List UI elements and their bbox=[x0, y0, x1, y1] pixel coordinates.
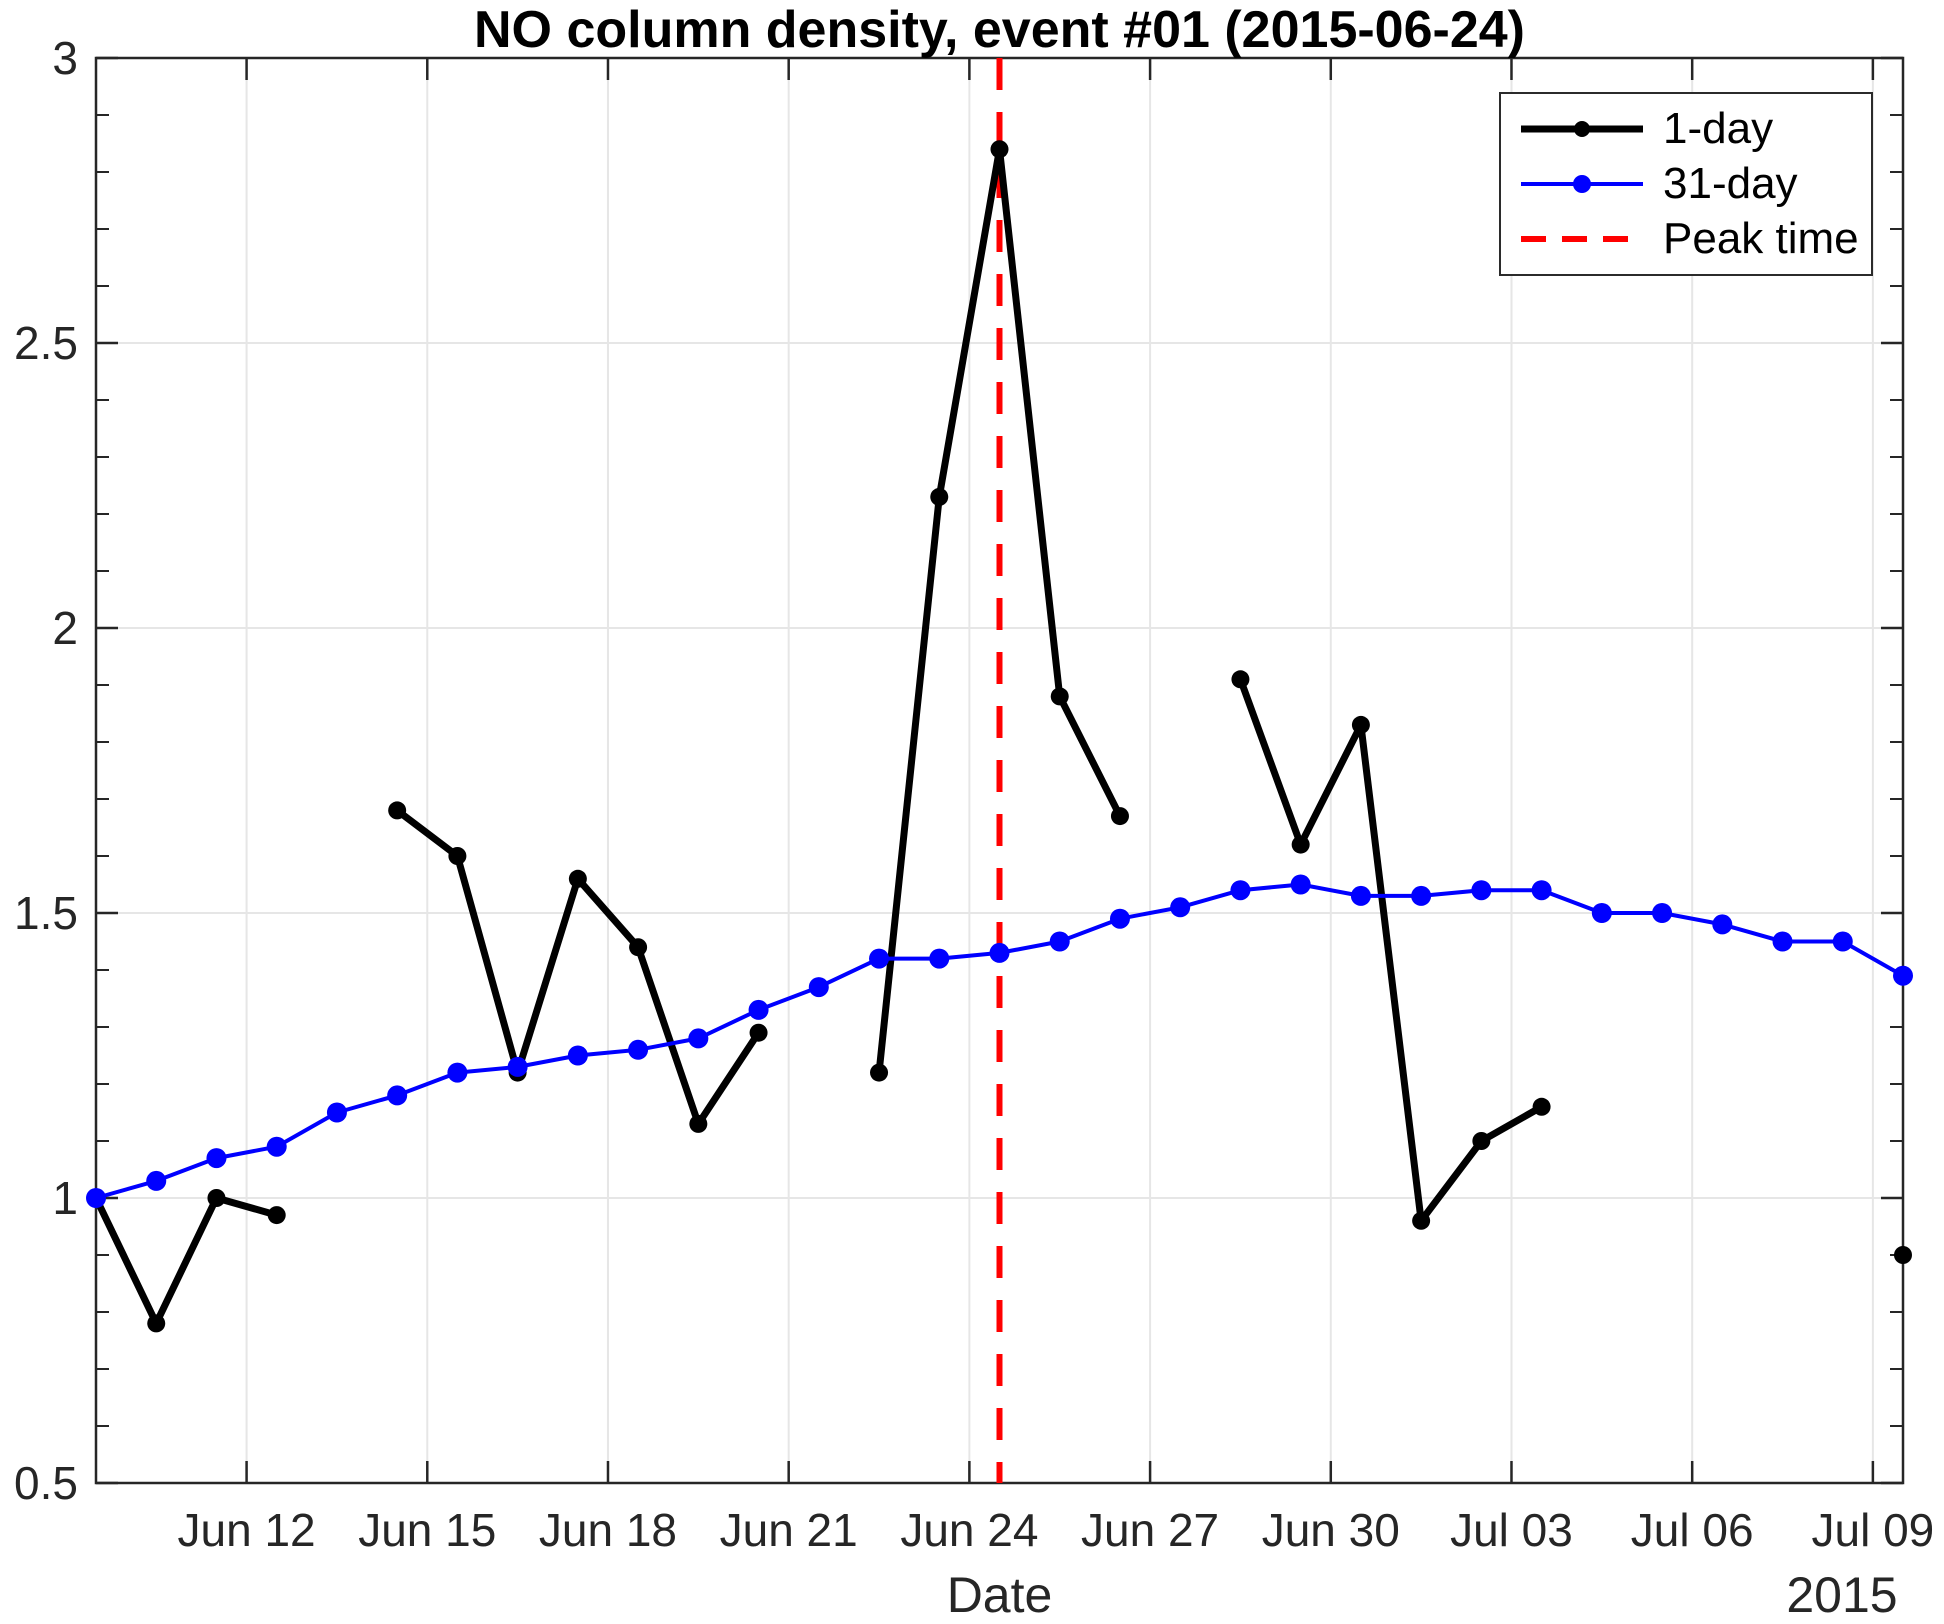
legend-sample-31-day-icon bbox=[1521, 174, 1643, 193]
legend-label-peak-time: Peak time bbox=[1663, 213, 1859, 263]
series-31-day-marker bbox=[1230, 880, 1251, 901]
series-31-day-marker bbox=[1531, 880, 1552, 901]
series-1-day-marker bbox=[629, 938, 648, 957]
series-31-day-marker bbox=[1471, 880, 1492, 901]
y-tick-label: 2 bbox=[52, 602, 78, 654]
series-31-day-marker bbox=[1290, 874, 1311, 895]
series-31-day-marker bbox=[447, 1062, 468, 1083]
series-31-day-marker bbox=[387, 1085, 408, 1106]
series-31-day-marker bbox=[1772, 931, 1793, 952]
legend-item-1-day: 1-day bbox=[1517, 104, 1871, 154]
legend-item-31-day: 31-day bbox=[1517, 159, 1871, 209]
series-1-day-marker bbox=[1412, 1211, 1431, 1230]
x-tick-label: Jun 21 bbox=[720, 1504, 858, 1556]
series-31-day-marker bbox=[688, 1028, 709, 1049]
legend-item-peak-time: Peak time bbox=[1517, 214, 1871, 264]
legend: 1-day 31-day Peak time bbox=[1499, 92, 1873, 276]
series-1-day-marker bbox=[1110, 807, 1129, 826]
series-1-day-line bbox=[1236, 675, 1546, 1225]
series-1-day-marker bbox=[990, 140, 1009, 159]
y-tick-label: 0.5 bbox=[14, 1457, 78, 1509]
x-tick-label: Jun 18 bbox=[539, 1504, 677, 1556]
y-tick-label: 3 bbox=[52, 32, 78, 84]
series-1-day-marker bbox=[448, 847, 467, 865]
series-31-day-marker bbox=[1411, 885, 1432, 906]
x-axis-label: Date bbox=[946, 1567, 1053, 1623]
series-31-day-marker bbox=[1712, 914, 1733, 935]
series-1-day-marker bbox=[1231, 670, 1250, 689]
chart-title: NO column density, event #01 (2015-06-24… bbox=[474, 1, 1525, 59]
x-tick-label: Jun 27 bbox=[1081, 1504, 1219, 1556]
series-31-day-marker bbox=[929, 948, 950, 969]
series-31-day-marker bbox=[808, 977, 829, 998]
series-31-day-marker bbox=[326, 1102, 347, 1123]
series-1-day-marker bbox=[930, 487, 949, 506]
x-tick-label: Jun 15 bbox=[358, 1504, 496, 1556]
series-31-day-marker bbox=[1893, 965, 1913, 986]
series-31-day-marker bbox=[567, 1045, 588, 1066]
x-tick-label: Jul 06 bbox=[1631, 1504, 1754, 1556]
legend-label-31-day: 31-day bbox=[1663, 158, 1798, 208]
series-31-day-marker bbox=[1109, 908, 1130, 929]
series-1-day-marker bbox=[388, 801, 407, 820]
series-1-day-marker bbox=[147, 1314, 166, 1333]
series-1-day-marker bbox=[1050, 687, 1069, 706]
series-1-day-marker bbox=[267, 1206, 286, 1225]
series-1-day-marker bbox=[749, 1023, 768, 1042]
x-axis-year-label: 2015 bbox=[1786, 1567, 1898, 1623]
x-tick-label: Jun 24 bbox=[900, 1504, 1038, 1556]
legend-sample-peak-time-icon bbox=[1521, 235, 1643, 242]
series-31-day-marker bbox=[266, 1136, 287, 1157]
series-31-day-marker bbox=[1652, 903, 1673, 923]
x-tick-label: Jul 09 bbox=[1812, 1504, 1935, 1556]
series-1-day-marker bbox=[1351, 715, 1370, 734]
y-tick-label: 1.5 bbox=[14, 887, 78, 939]
series-31-day-marker bbox=[86, 1188, 106, 1208]
legend-label-1-day: 1-day bbox=[1663, 104, 1774, 154]
series-31-day-marker bbox=[1049, 931, 1070, 952]
series-31-day-marker bbox=[1350, 885, 1371, 906]
x-tick-label: Jun 12 bbox=[178, 1504, 316, 1556]
series-31-day-marker bbox=[146, 1170, 167, 1191]
series-1-day-marker bbox=[1894, 1246, 1912, 1264]
series-1-day-marker bbox=[568, 869, 587, 888]
series-31-day-marker bbox=[869, 948, 890, 969]
series-1-day-marker bbox=[870, 1063, 889, 1082]
series-1-day-marker bbox=[689, 1114, 708, 1133]
series-1-day-marker bbox=[1291, 835, 1310, 854]
series-1-day-marker bbox=[1532, 1097, 1551, 1116]
series-1-day-marker bbox=[1472, 1132, 1491, 1150]
series-1-day-line bbox=[92, 1194, 281, 1327]
legend-sample-1-day-icon bbox=[1521, 121, 1643, 138]
series-31-day-marker bbox=[507, 1056, 528, 1077]
y-tick-label: 2.5 bbox=[14, 317, 78, 369]
series-31-day-marker bbox=[1832, 931, 1853, 952]
series-31-day-marker bbox=[1591, 903, 1612, 923]
series-31-day-marker bbox=[628, 1039, 649, 1060]
y-tick-label: 1 bbox=[52, 1172, 78, 1224]
series-31-day-marker bbox=[1170, 897, 1191, 918]
x-tick-label: Jul 03 bbox=[1450, 1504, 1573, 1556]
series-31-day-marker bbox=[206, 1148, 227, 1169]
x-tick-label: Jun 30 bbox=[1262, 1504, 1400, 1556]
series-31-day-marker bbox=[989, 942, 1010, 963]
series-1-day-marker bbox=[207, 1189, 226, 1207]
series-31-day-marker bbox=[748, 999, 769, 1020]
